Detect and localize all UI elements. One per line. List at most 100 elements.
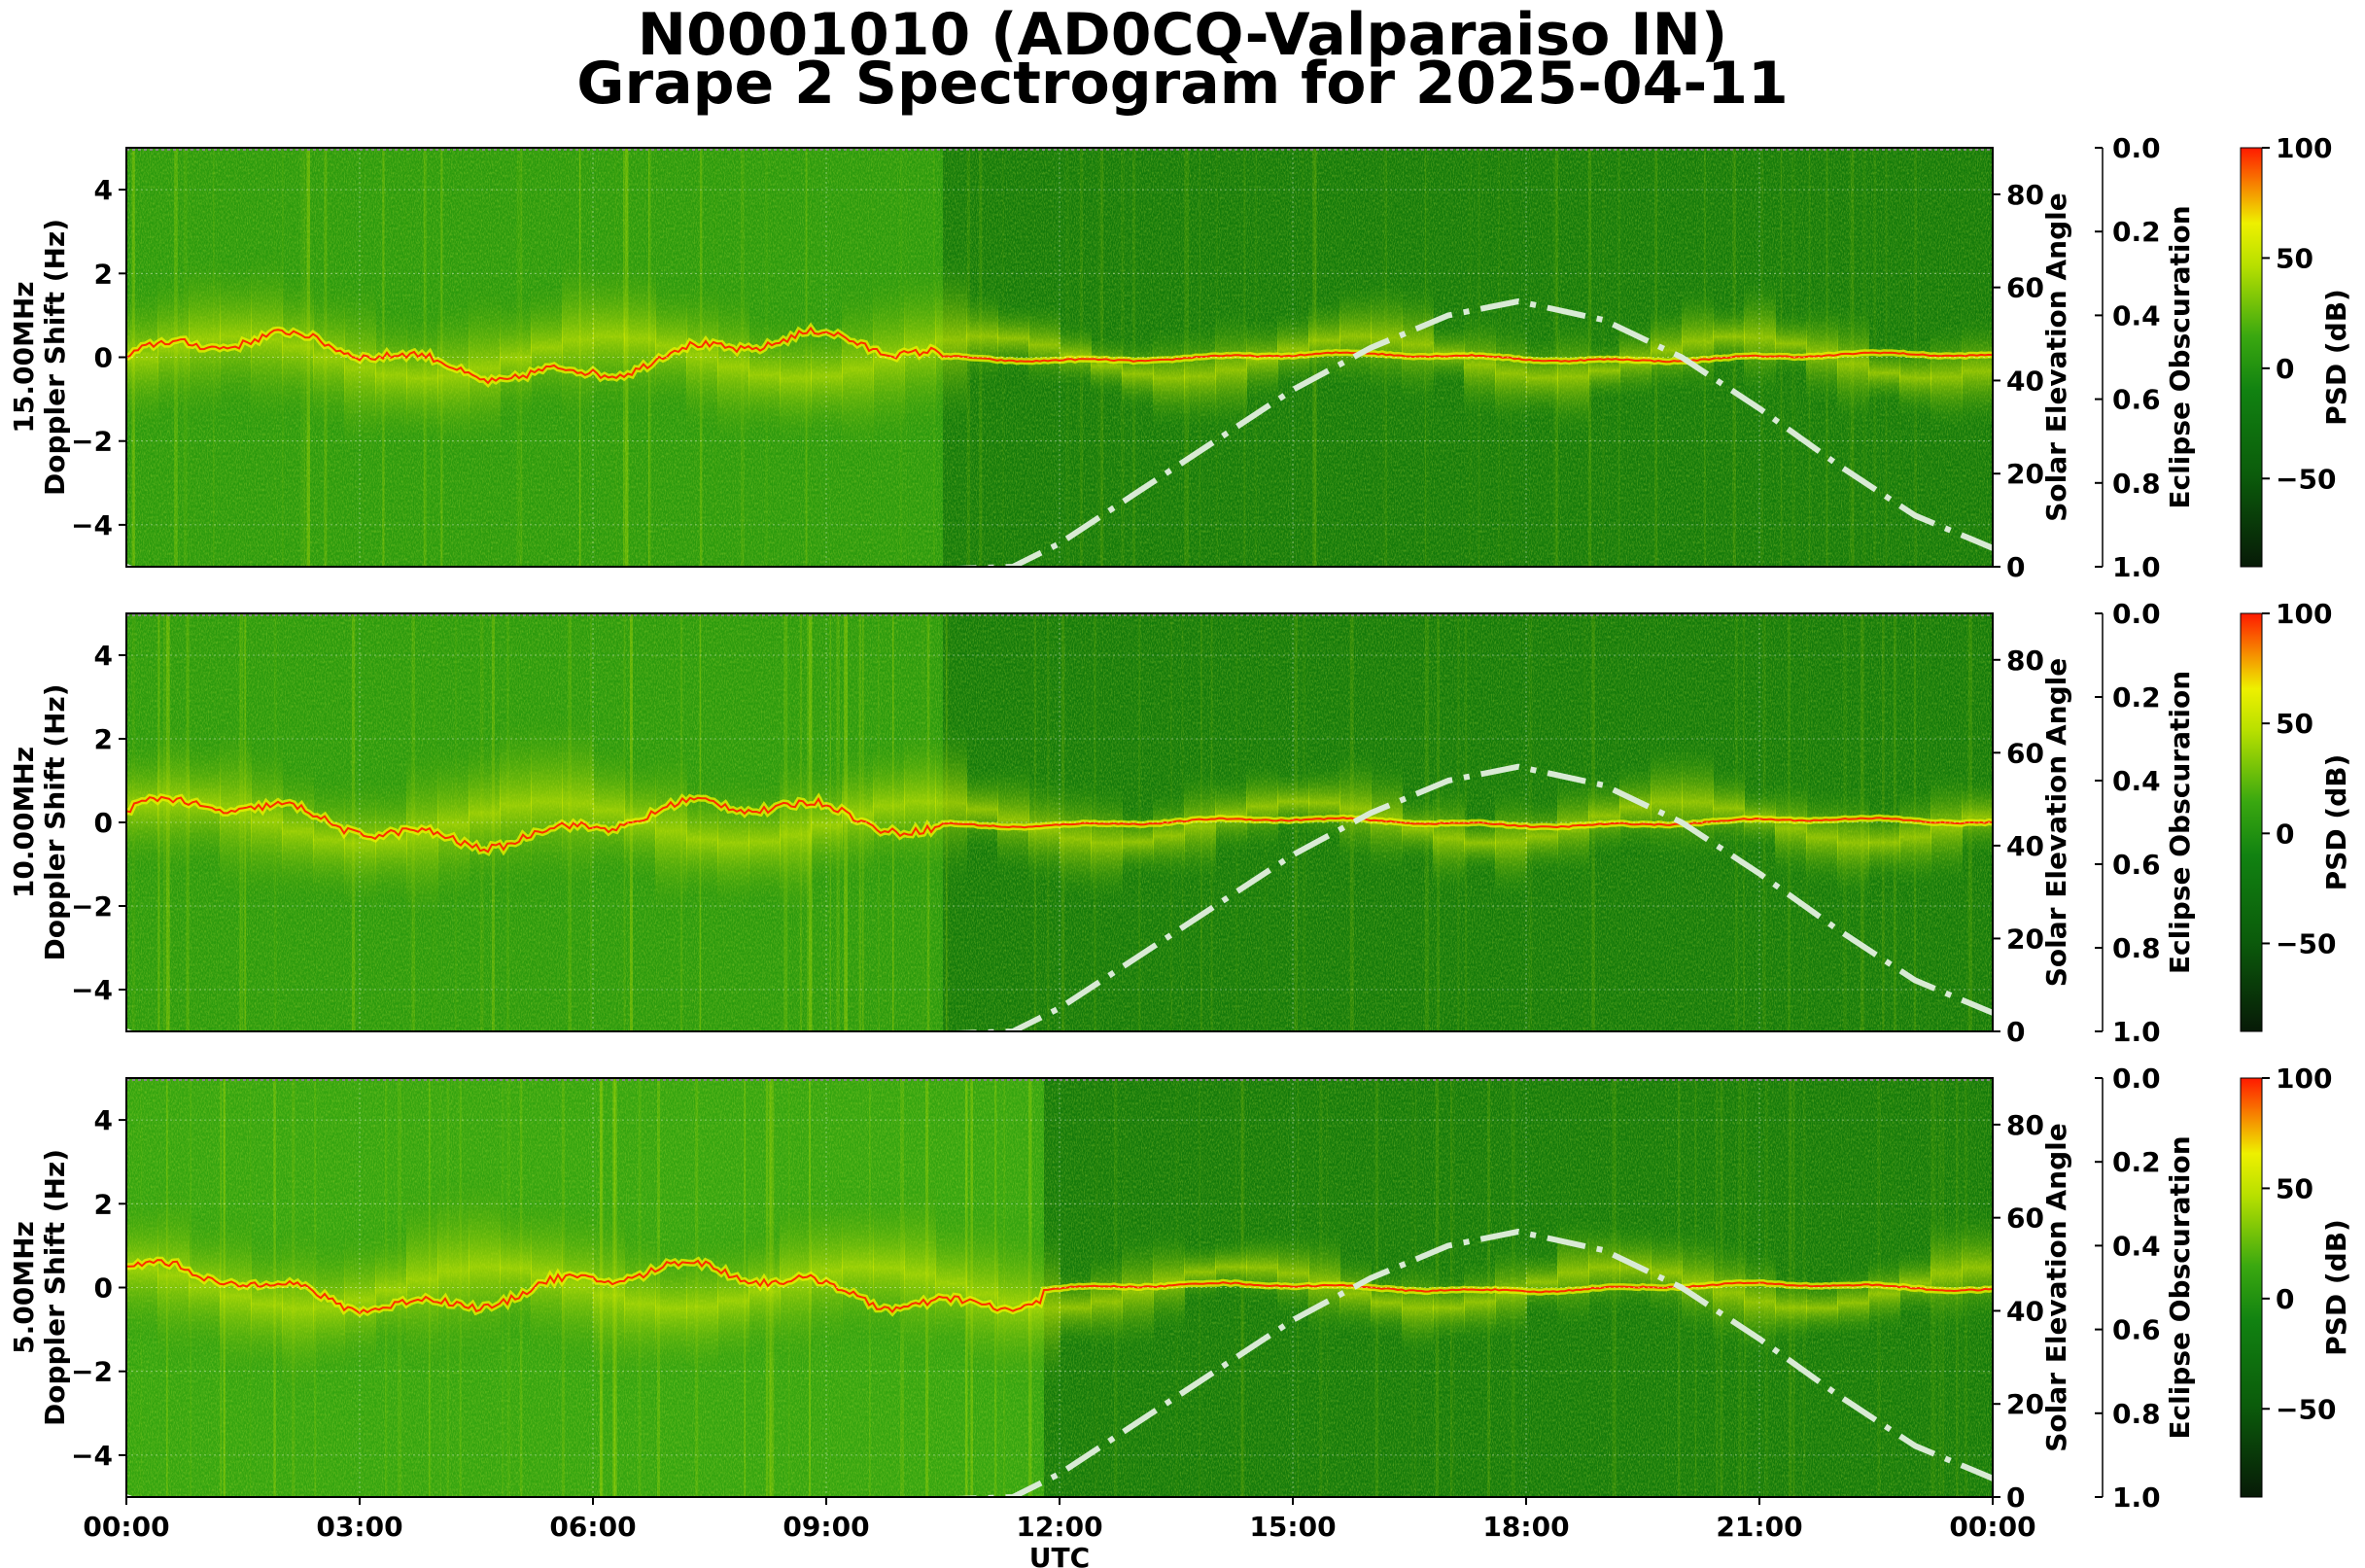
doppler-band — [220, 1205, 252, 1387]
solar-elevation-curve — [126, 1229, 1993, 1497]
doppler-band — [1899, 337, 1931, 419]
eclipse-tick-label: 0.8 — [2112, 1398, 2161, 1430]
eclipse-tick-label: 1.0 — [2112, 1016, 2161, 1048]
doppler-band — [873, 1187, 905, 1349]
doppler-band — [904, 719, 936, 885]
eclipse-tick-label: 0.4 — [2112, 765, 2161, 797]
doppler-band — [1837, 1267, 1869, 1340]
doppler-band — [1930, 323, 1963, 432]
eclipse-tick-label: 0.0 — [2112, 1063, 2161, 1095]
y-tick-label: −4 — [71, 509, 113, 541]
doppler-band — [1713, 766, 1745, 851]
doppler-band — [562, 244, 594, 436]
doppler-band — [1402, 281, 1434, 407]
right-y-tick-label: 60 — [2006, 737, 2044, 769]
doppler-band — [873, 733, 905, 879]
doppler-band — [562, 704, 594, 903]
doppler-band — [1806, 786, 1838, 889]
right-y-axis-label: Solar Elevation Angle — [2040, 1123, 2072, 1451]
eclipse-tick-label: 0.4 — [2112, 299, 2161, 331]
doppler-band — [1339, 749, 1372, 868]
doppler-band — [593, 1197, 625, 1394]
doppler-band — [842, 277, 874, 462]
right-y-tick-label: 80 — [2006, 179, 2044, 211]
doppler-band — [313, 275, 345, 438]
y-tick-label: 2 — [94, 258, 113, 290]
psd-colorbar — [2240, 612, 2263, 1032]
doppler-band — [1184, 321, 1216, 432]
doppler-band — [1091, 782, 1123, 904]
colorbar-tick-label: 50 — [2276, 708, 2313, 740]
eclipse-tick-label: 0.6 — [2112, 849, 2161, 881]
doppler-band — [1899, 1248, 1931, 1317]
doppler-band — [1339, 281, 1372, 392]
panel-5.00MHz: 420−2−45.00MHz Doppler Shift (Hz)02040608… — [8, 1063, 2352, 1514]
doppler-band — [344, 1223, 376, 1377]
eclipse-tick-label: 0.0 — [2112, 132, 2161, 164]
doppler-band — [1246, 316, 1278, 403]
doppler-band — [1526, 334, 1558, 421]
doppler-band — [1153, 325, 1185, 431]
doppler-band — [1713, 1236, 1745, 1350]
eclipse-tick-label: 0.2 — [2112, 1146, 2161, 1178]
doppler-band — [1215, 307, 1247, 433]
doppler-band — [811, 306, 843, 446]
doppler-band — [1899, 784, 1931, 889]
right-y-tick-label: 40 — [2006, 1295, 2044, 1327]
doppler-band — [1028, 1224, 1061, 1393]
colorbar-tick-label: 0 — [2276, 1283, 2294, 1315]
eclipse-tick-label: 1.0 — [2112, 551, 2161, 583]
doppler-band — [1651, 1225, 1683, 1320]
psd-colorbar — [2240, 1077, 2263, 1498]
doppler-band — [1402, 1258, 1434, 1358]
doppler-band — [1837, 785, 1869, 900]
doppler-band — [251, 1228, 283, 1381]
doppler-band — [966, 767, 998, 853]
doppler-band — [1184, 1241, 1216, 1304]
y-tick-label: −2 — [71, 426, 113, 458]
doppler-band — [1339, 1251, 1372, 1336]
doppler-band — [842, 1185, 874, 1349]
doppler-band — [1588, 339, 1620, 401]
doppler-band — [437, 735, 470, 914]
x-tick-label: 00:00 — [83, 1511, 169, 1543]
doppler-band — [251, 735, 283, 908]
doppler-band — [686, 272, 718, 439]
doppler-band — [655, 1236, 687, 1381]
doppler-band — [1930, 1211, 1963, 1336]
doppler-band — [717, 768, 749, 918]
right-y-tick-label: 0 — [2006, 1481, 2025, 1514]
doppler-band — [1122, 1231, 1154, 1353]
doppler-band — [1277, 1228, 1309, 1318]
right-y-tick-label: 0 — [2006, 551, 2025, 583]
right-y-tick-label: 80 — [2006, 645, 2044, 677]
doppler-band — [1402, 795, 1434, 863]
doppler-band — [157, 1180, 190, 1371]
doppler-band — [1433, 782, 1465, 894]
doppler-band — [1588, 774, 1620, 858]
doppler-band — [437, 1170, 470, 1372]
doppler-band — [531, 279, 563, 417]
doppler-band — [189, 247, 221, 432]
solar-elevation-curve — [126, 763, 1993, 1031]
right-y-tick-label: 20 — [2006, 458, 2044, 490]
doppler-band — [1371, 1267, 1403, 1339]
doppler-trace — [126, 326, 1993, 385]
colorbar-tick-label: 100 — [2276, 1063, 2332, 1095]
doppler-band — [375, 298, 407, 451]
doppler-band — [1464, 1259, 1496, 1345]
doppler-band — [282, 265, 314, 428]
doppler-band — [375, 1222, 407, 1358]
y-tick-label: 0 — [94, 342, 113, 374]
doppler-band — [935, 252, 967, 429]
doppler-band — [935, 1204, 967, 1363]
doppler-band — [1526, 1249, 1558, 1315]
x-axis-label: UTC — [1029, 1542, 1090, 1568]
colorbar-tick-label: −50 — [2276, 1393, 2336, 1425]
eclipse-tick-label: 0.0 — [2112, 598, 2161, 630]
doppler-band — [1246, 1230, 1278, 1306]
doppler-band — [1308, 762, 1340, 843]
y-tick-label: 2 — [94, 1188, 113, 1220]
doppler-band — [1868, 1255, 1900, 1333]
